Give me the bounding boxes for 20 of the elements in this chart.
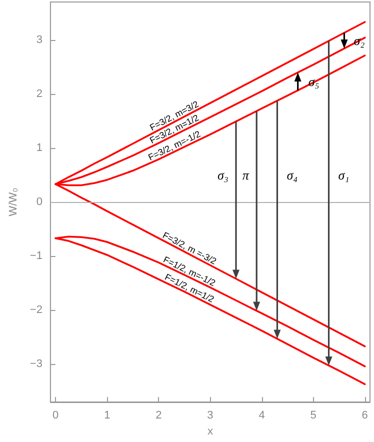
y-tick-label: 0 (36, 196, 42, 208)
x-tick-label: 6 (362, 410, 368, 422)
annotation: σ₁ (338, 167, 350, 182)
y-axis-title: W/W₀ (8, 188, 20, 216)
y-tick-label: 3 (36, 34, 42, 46)
annotation: σ₄ (286, 167, 298, 182)
x-tick-label: 3 (207, 410, 214, 422)
y-tick-label: −2 (30, 304, 42, 316)
x-tick-label: 4 (258, 410, 265, 422)
annotation: σ₃ (218, 167, 228, 182)
y-tick-label: −1 (30, 250, 42, 262)
annotation: π (242, 167, 250, 182)
x-axis-title: x (207, 426, 214, 438)
y-tick-label: 2 (36, 88, 42, 100)
x-tick-label: 5 (310, 410, 316, 422)
x-tick-label: 1 (104, 410, 110, 422)
y-tick-label: 1 (36, 142, 42, 154)
x-tick-label: 0 (52, 410, 59, 422)
x-tick-label: 2 (156, 410, 162, 422)
y-tick-label: −3 (30, 358, 42, 370)
